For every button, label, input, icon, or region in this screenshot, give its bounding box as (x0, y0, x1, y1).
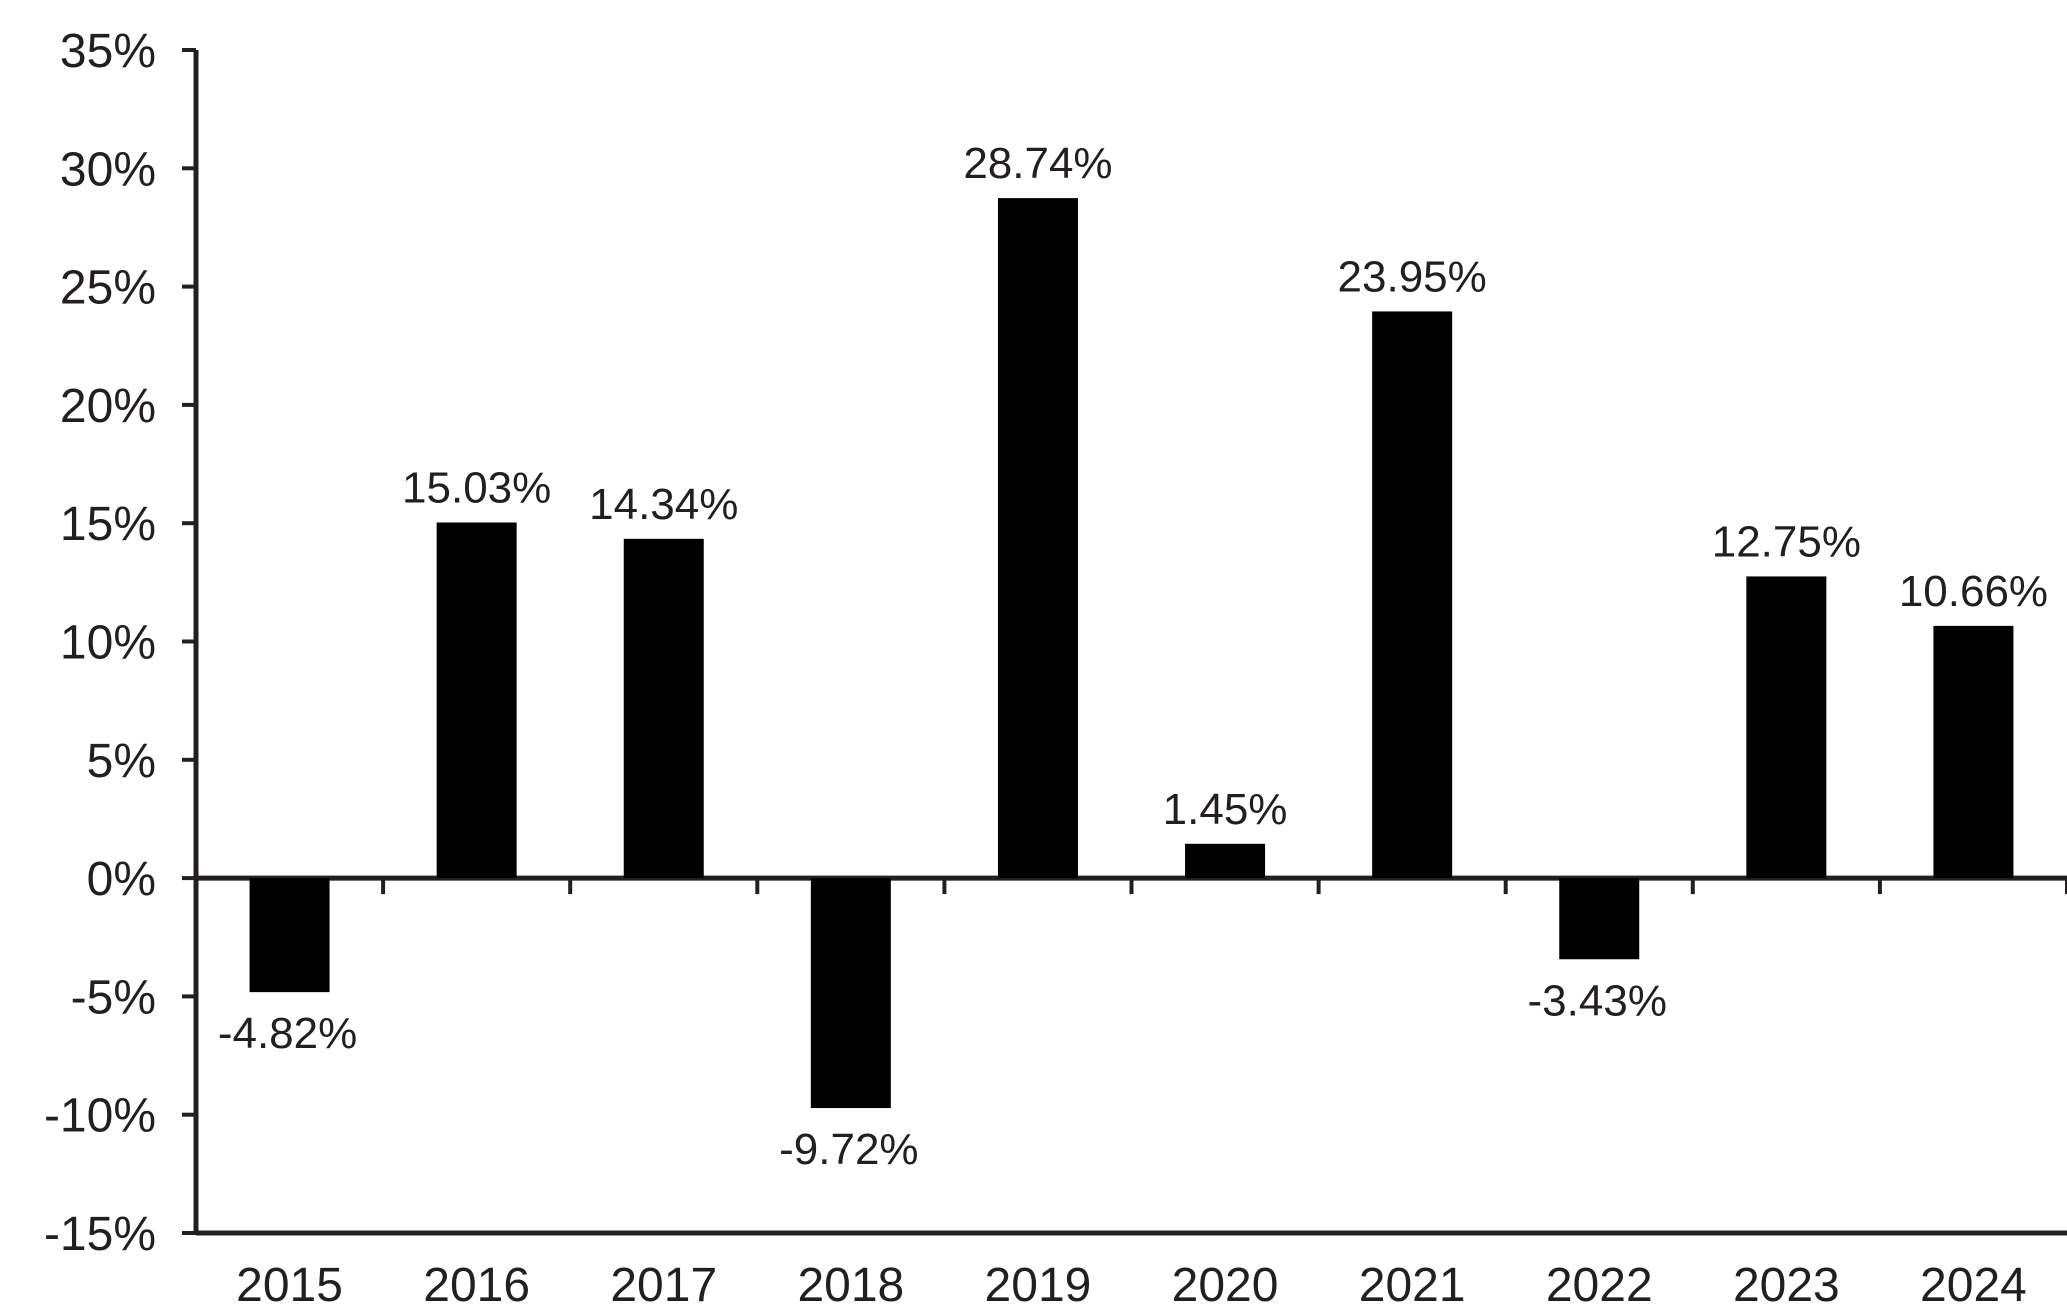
bar (1746, 576, 1827, 879)
y-tick-label: 15% (60, 498, 156, 551)
data-label: 28.74% (963, 139, 1112, 188)
y-tick-label: 10% (60, 617, 156, 670)
data-label: -4.82% (218, 1009, 357, 1058)
data-label: -3.43% (1528, 976, 1667, 1025)
bar (1559, 878, 1640, 960)
x-tick-label: 2018 (797, 1259, 904, 1308)
x-tick-label: 2023 (1733, 1259, 1840, 1308)
data-label: -9.72% (779, 1125, 918, 1174)
bar (1933, 625, 2014, 879)
x-tick-label: 2017 (610, 1259, 717, 1308)
bar (623, 538, 704, 879)
y-tick-label: 25% (60, 262, 156, 315)
x-tick-label: 2022 (1546, 1259, 1653, 1308)
y-tick-label: 20% (60, 380, 156, 433)
y-tick-label: 5% (87, 735, 156, 788)
x-tick-label: 2021 (1359, 1259, 1466, 1308)
data-label: 14.34% (589, 480, 738, 529)
y-tick-label: -10% (44, 1090, 156, 1143)
y-tick-label: -5% (71, 971, 156, 1024)
bar (997, 198, 1078, 879)
data-label: 1.45% (1163, 785, 1288, 834)
x-tick-label: 2015 (236, 1259, 343, 1308)
data-label: 15.03% (402, 463, 551, 512)
data-label: 23.95% (1338, 252, 1487, 301)
data-label: 10.66% (1899, 567, 2048, 616)
bar (810, 878, 891, 1109)
x-tick-label: 2020 (1172, 1259, 1279, 1308)
data-label: 12.75% (1712, 517, 1861, 566)
x-tick-label: 2016 (423, 1259, 530, 1308)
bar (1372, 311, 1453, 879)
y-tick-label: 35% (60, 25, 156, 78)
x-tick-label: 2019 (985, 1259, 1092, 1308)
x-tick-label: 2024 (1920, 1259, 2027, 1308)
bar (436, 522, 517, 879)
bar (1185, 843, 1266, 879)
bar (249, 878, 330, 993)
y-tick-label: 0% (87, 853, 156, 906)
y-tick-label: 30% (60, 143, 156, 196)
y-tick-label: -15% (44, 1208, 156, 1261)
